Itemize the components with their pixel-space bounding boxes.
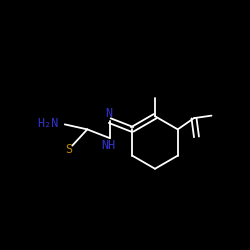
Text: H₂N: H₂N (37, 116, 58, 130)
Text: N: N (105, 107, 112, 120)
Text: NH: NH (102, 139, 116, 152)
Text: S: S (65, 143, 72, 156)
